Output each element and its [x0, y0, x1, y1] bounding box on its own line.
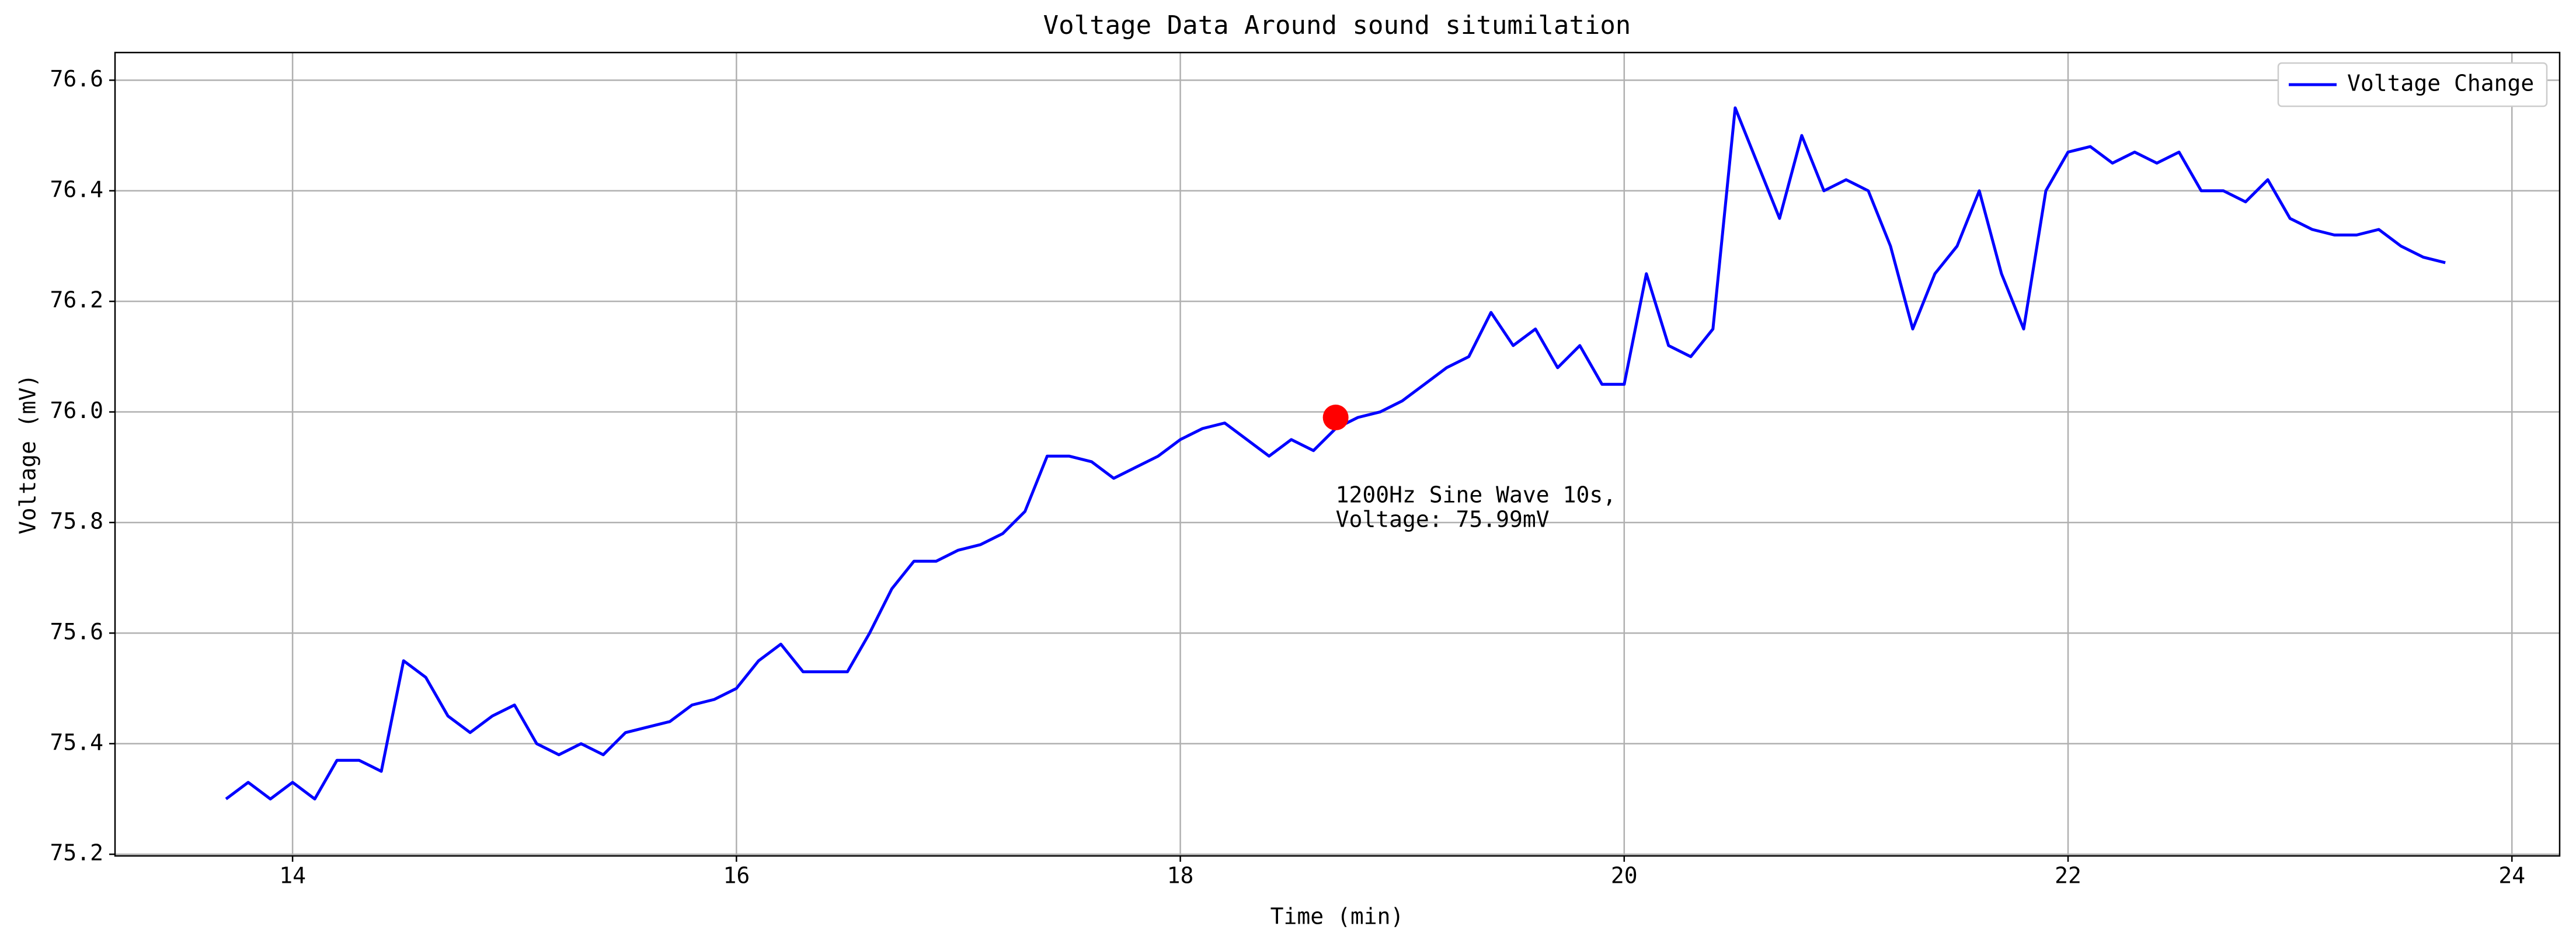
annotation-point	[1322, 405, 1349, 431]
x-tick-label: 20	[1611, 863, 1638, 889]
y-tick-label: 75.4	[50, 729, 103, 755]
annotation-text: 1200Hz Sine Wave 10s,	[1336, 482, 1616, 508]
x-tick-label: 14	[279, 863, 306, 889]
annotation-text: Voltage: 75.99mV	[1336, 507, 1550, 532]
y-tick-label: 76.4	[50, 176, 103, 202]
y-tick-label: 75.2	[50, 840, 103, 866]
y-tick-label: 75.8	[50, 508, 103, 534]
y-tick-label: 76.2	[50, 287, 103, 313]
legend-box	[2277, 62, 2548, 107]
x-axis-label: Time (min)	[1270, 904, 1404, 929]
y-tick-label: 76.0	[50, 398, 103, 423]
y-tick-label: 76.6	[50, 66, 103, 92]
x-tick-label: 24	[2498, 863, 2525, 889]
x-tick-label: 22	[2055, 863, 2081, 889]
data-line	[225, 106, 2446, 800]
plot-frame	[114, 51, 2561, 857]
y-axis-label: Voltage (mV)	[15, 374, 41, 535]
x-tick-label: 18	[1167, 863, 1194, 889]
chart-title: Voltage Data Around sound situmilation	[1043, 11, 1631, 40]
y-tick-label: 75.6	[50, 619, 103, 645]
x-tick-label: 16	[723, 863, 750, 889]
legend-label: Voltage Change	[2347, 71, 2534, 96]
